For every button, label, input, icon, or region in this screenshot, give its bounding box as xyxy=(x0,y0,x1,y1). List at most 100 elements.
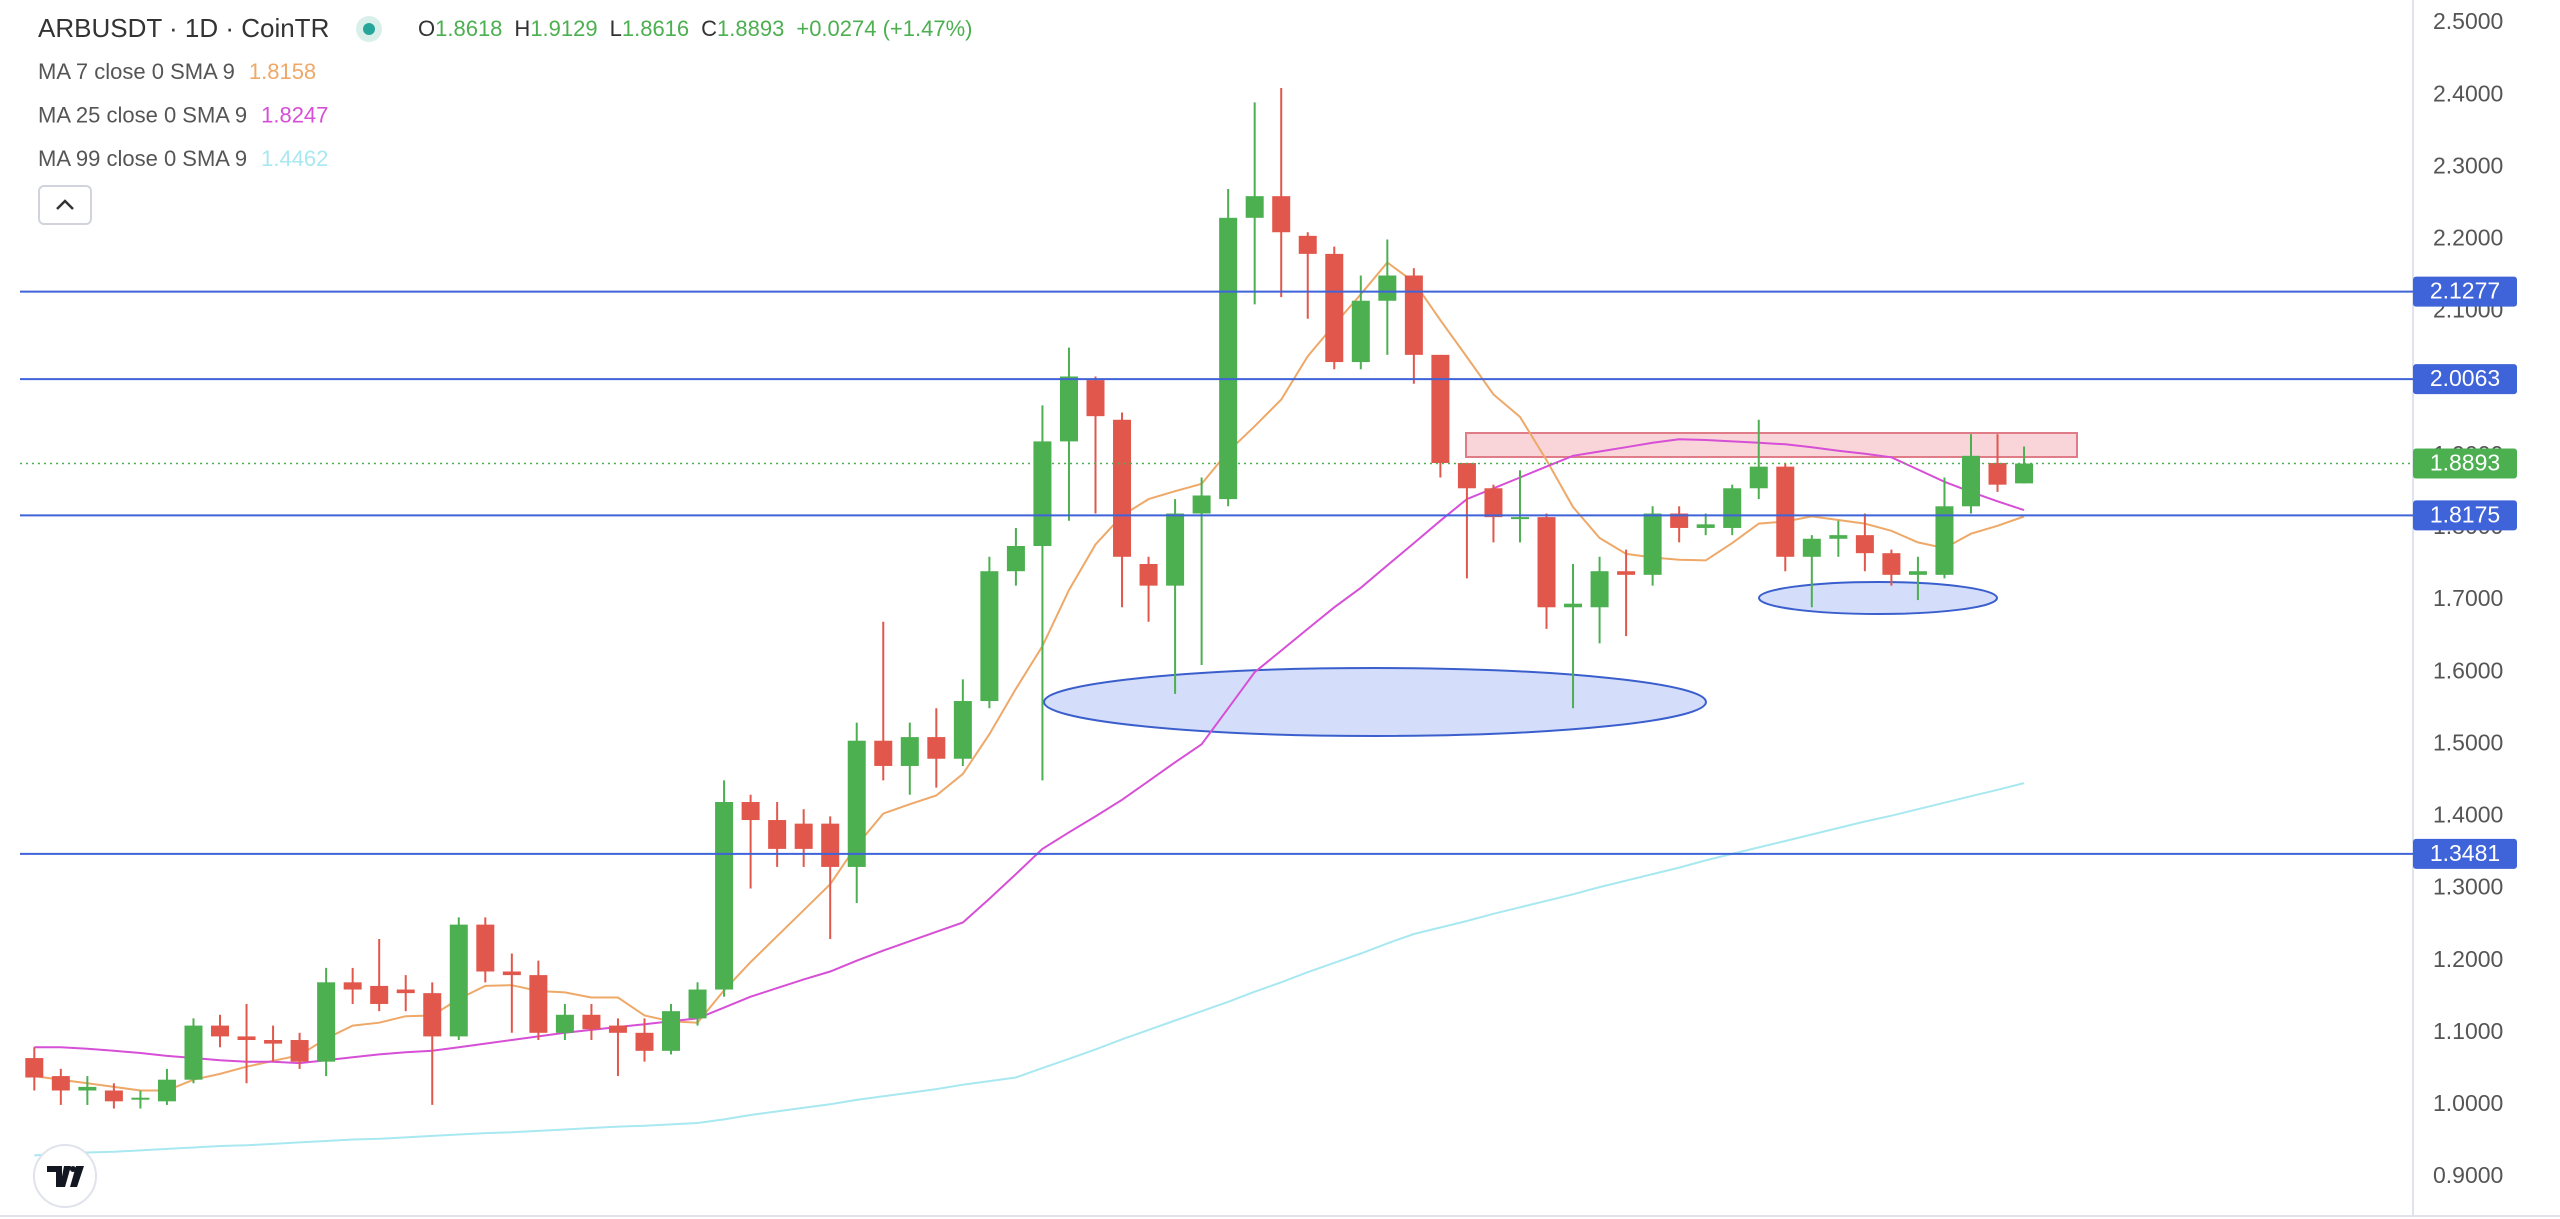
candle-body xyxy=(715,802,734,990)
candle-body xyxy=(1670,513,1689,528)
candle-body xyxy=(635,1032,654,1051)
price-badge-label: 2.1277 xyxy=(2430,278,2500,304)
candle-body xyxy=(953,701,972,759)
resistance-zone xyxy=(1465,432,2078,458)
y-tick-label: 1.3000 xyxy=(2433,874,2503,900)
moving-average-line xyxy=(34,438,2025,1065)
candle-body xyxy=(290,1040,309,1062)
price-badge xyxy=(2413,276,2517,307)
indicator-name: MA 7 close 0 SMA 9 xyxy=(38,59,235,84)
support-ellipse xyxy=(1043,667,1707,737)
candle-body xyxy=(449,924,468,1037)
candle-body xyxy=(847,740,866,867)
candle-body xyxy=(1749,466,1768,489)
candle-body xyxy=(1272,196,1291,233)
moving-average-line xyxy=(34,261,2025,1092)
logo xyxy=(47,1166,84,1187)
ohlc-key: C xyxy=(701,16,717,41)
candle-body xyxy=(1723,488,1742,528)
y-tick-label: 1.6000 xyxy=(2433,657,2503,683)
candle-body xyxy=(874,740,893,766)
candle-body xyxy=(1006,545,1025,572)
candle-body xyxy=(821,823,840,867)
candle-body xyxy=(555,1014,574,1033)
candle-body xyxy=(1192,495,1211,514)
price-badge xyxy=(2413,364,2517,395)
ohlc-key: O xyxy=(418,16,435,41)
candle-body xyxy=(1457,463,1476,489)
levels: 2.1277 2.0063 1.8175 1.3481 1.8893 xyxy=(20,276,2517,869)
y-tick-label: 2.3000 xyxy=(2433,152,2503,178)
collapse-button[interactable] xyxy=(38,185,92,225)
price-badge xyxy=(2413,838,2517,869)
candle-body xyxy=(688,989,707,1019)
candle-body xyxy=(1829,535,1848,539)
y-tick-label: 1.0000 xyxy=(2433,1090,2503,1116)
indicator-name: MA 99 close 0 SMA 9 xyxy=(38,146,247,171)
candle-body xyxy=(1059,376,1078,442)
candle-body xyxy=(1166,513,1185,586)
candle-body xyxy=(1855,535,1874,554)
status-dot xyxy=(363,23,375,35)
candle-body xyxy=(1908,571,1927,575)
candle-body xyxy=(211,1025,230,1037)
candle-body xyxy=(51,1076,70,1091)
candle-body xyxy=(184,1025,203,1080)
indicator-value: 1.4462 xyxy=(261,146,328,171)
header: ARBUSDT · 1D · CoinTR O1.8618 H1.9129 L1.8… xyxy=(33,13,972,1208)
candle-body xyxy=(396,989,415,994)
drawings xyxy=(1043,432,2078,737)
candle-body xyxy=(1219,217,1238,500)
ohlc-readout: O1.8618 H1.9129 L1.8616 C1.8893 +0.0274 (+1.… xyxy=(418,16,972,41)
y-tick-label: 1.4000 xyxy=(2433,802,2503,828)
candle-body xyxy=(25,1058,44,1078)
price-badge-label: 1.3481 xyxy=(2430,840,2500,866)
indicator-legend: MA 25 close 0 SMA 9 1.8247 xyxy=(38,102,328,127)
ohlc-key: H xyxy=(514,16,530,41)
candle-body xyxy=(529,975,548,1033)
candle-body xyxy=(1484,488,1503,518)
ohlc-value: 1.8616 xyxy=(622,16,689,41)
ohlc-value: 1.8618 xyxy=(435,16,502,41)
indicator-legend: MA 7 close 0 SMA 9 1.8158 xyxy=(38,59,316,84)
candle-body xyxy=(1404,275,1423,355)
candle-body xyxy=(131,1097,150,1100)
candle-body xyxy=(1510,517,1529,520)
indicator-value: 1.8247 xyxy=(261,102,328,127)
candle-body xyxy=(476,924,495,972)
y-tick-label: 1.1000 xyxy=(2433,1018,2503,1044)
candle-body xyxy=(900,737,919,766)
price-badge xyxy=(2413,500,2517,531)
candle-body xyxy=(1378,275,1397,301)
candle-body xyxy=(768,820,787,849)
candle-body xyxy=(1086,380,1105,417)
candle-body xyxy=(317,982,336,1062)
candle-body xyxy=(1935,506,1954,575)
candle-body xyxy=(264,1040,283,1044)
candle-body xyxy=(1882,553,1901,575)
candle-body xyxy=(794,823,813,849)
candle-body xyxy=(1537,517,1556,608)
ohlc-change: +0.0274 (+1.47%) xyxy=(796,16,972,41)
candle-body xyxy=(608,1025,627,1033)
series xyxy=(25,87,2034,1157)
candle-body xyxy=(1776,466,1795,557)
indicator-name: MA 25 close 0 SMA 9 xyxy=(38,102,247,127)
candle-body xyxy=(741,802,760,821)
candle-body xyxy=(1590,571,1609,608)
ohlc-value: 1.8893 xyxy=(717,16,784,41)
y-tick-label: 1.5000 xyxy=(2433,729,2503,755)
candle-body xyxy=(78,1086,97,1091)
candle-body xyxy=(370,985,389,1004)
price-badge xyxy=(2413,448,2517,479)
candle-body xyxy=(1431,354,1450,464)
price-badge-label: 1.8175 xyxy=(2430,501,2500,527)
candle-body xyxy=(502,971,521,976)
candle-body xyxy=(1643,513,1662,575)
candle-body xyxy=(1033,441,1052,546)
candle-body xyxy=(1617,571,1636,575)
candle-body xyxy=(1696,524,1715,528)
candle-body xyxy=(1961,455,1980,507)
